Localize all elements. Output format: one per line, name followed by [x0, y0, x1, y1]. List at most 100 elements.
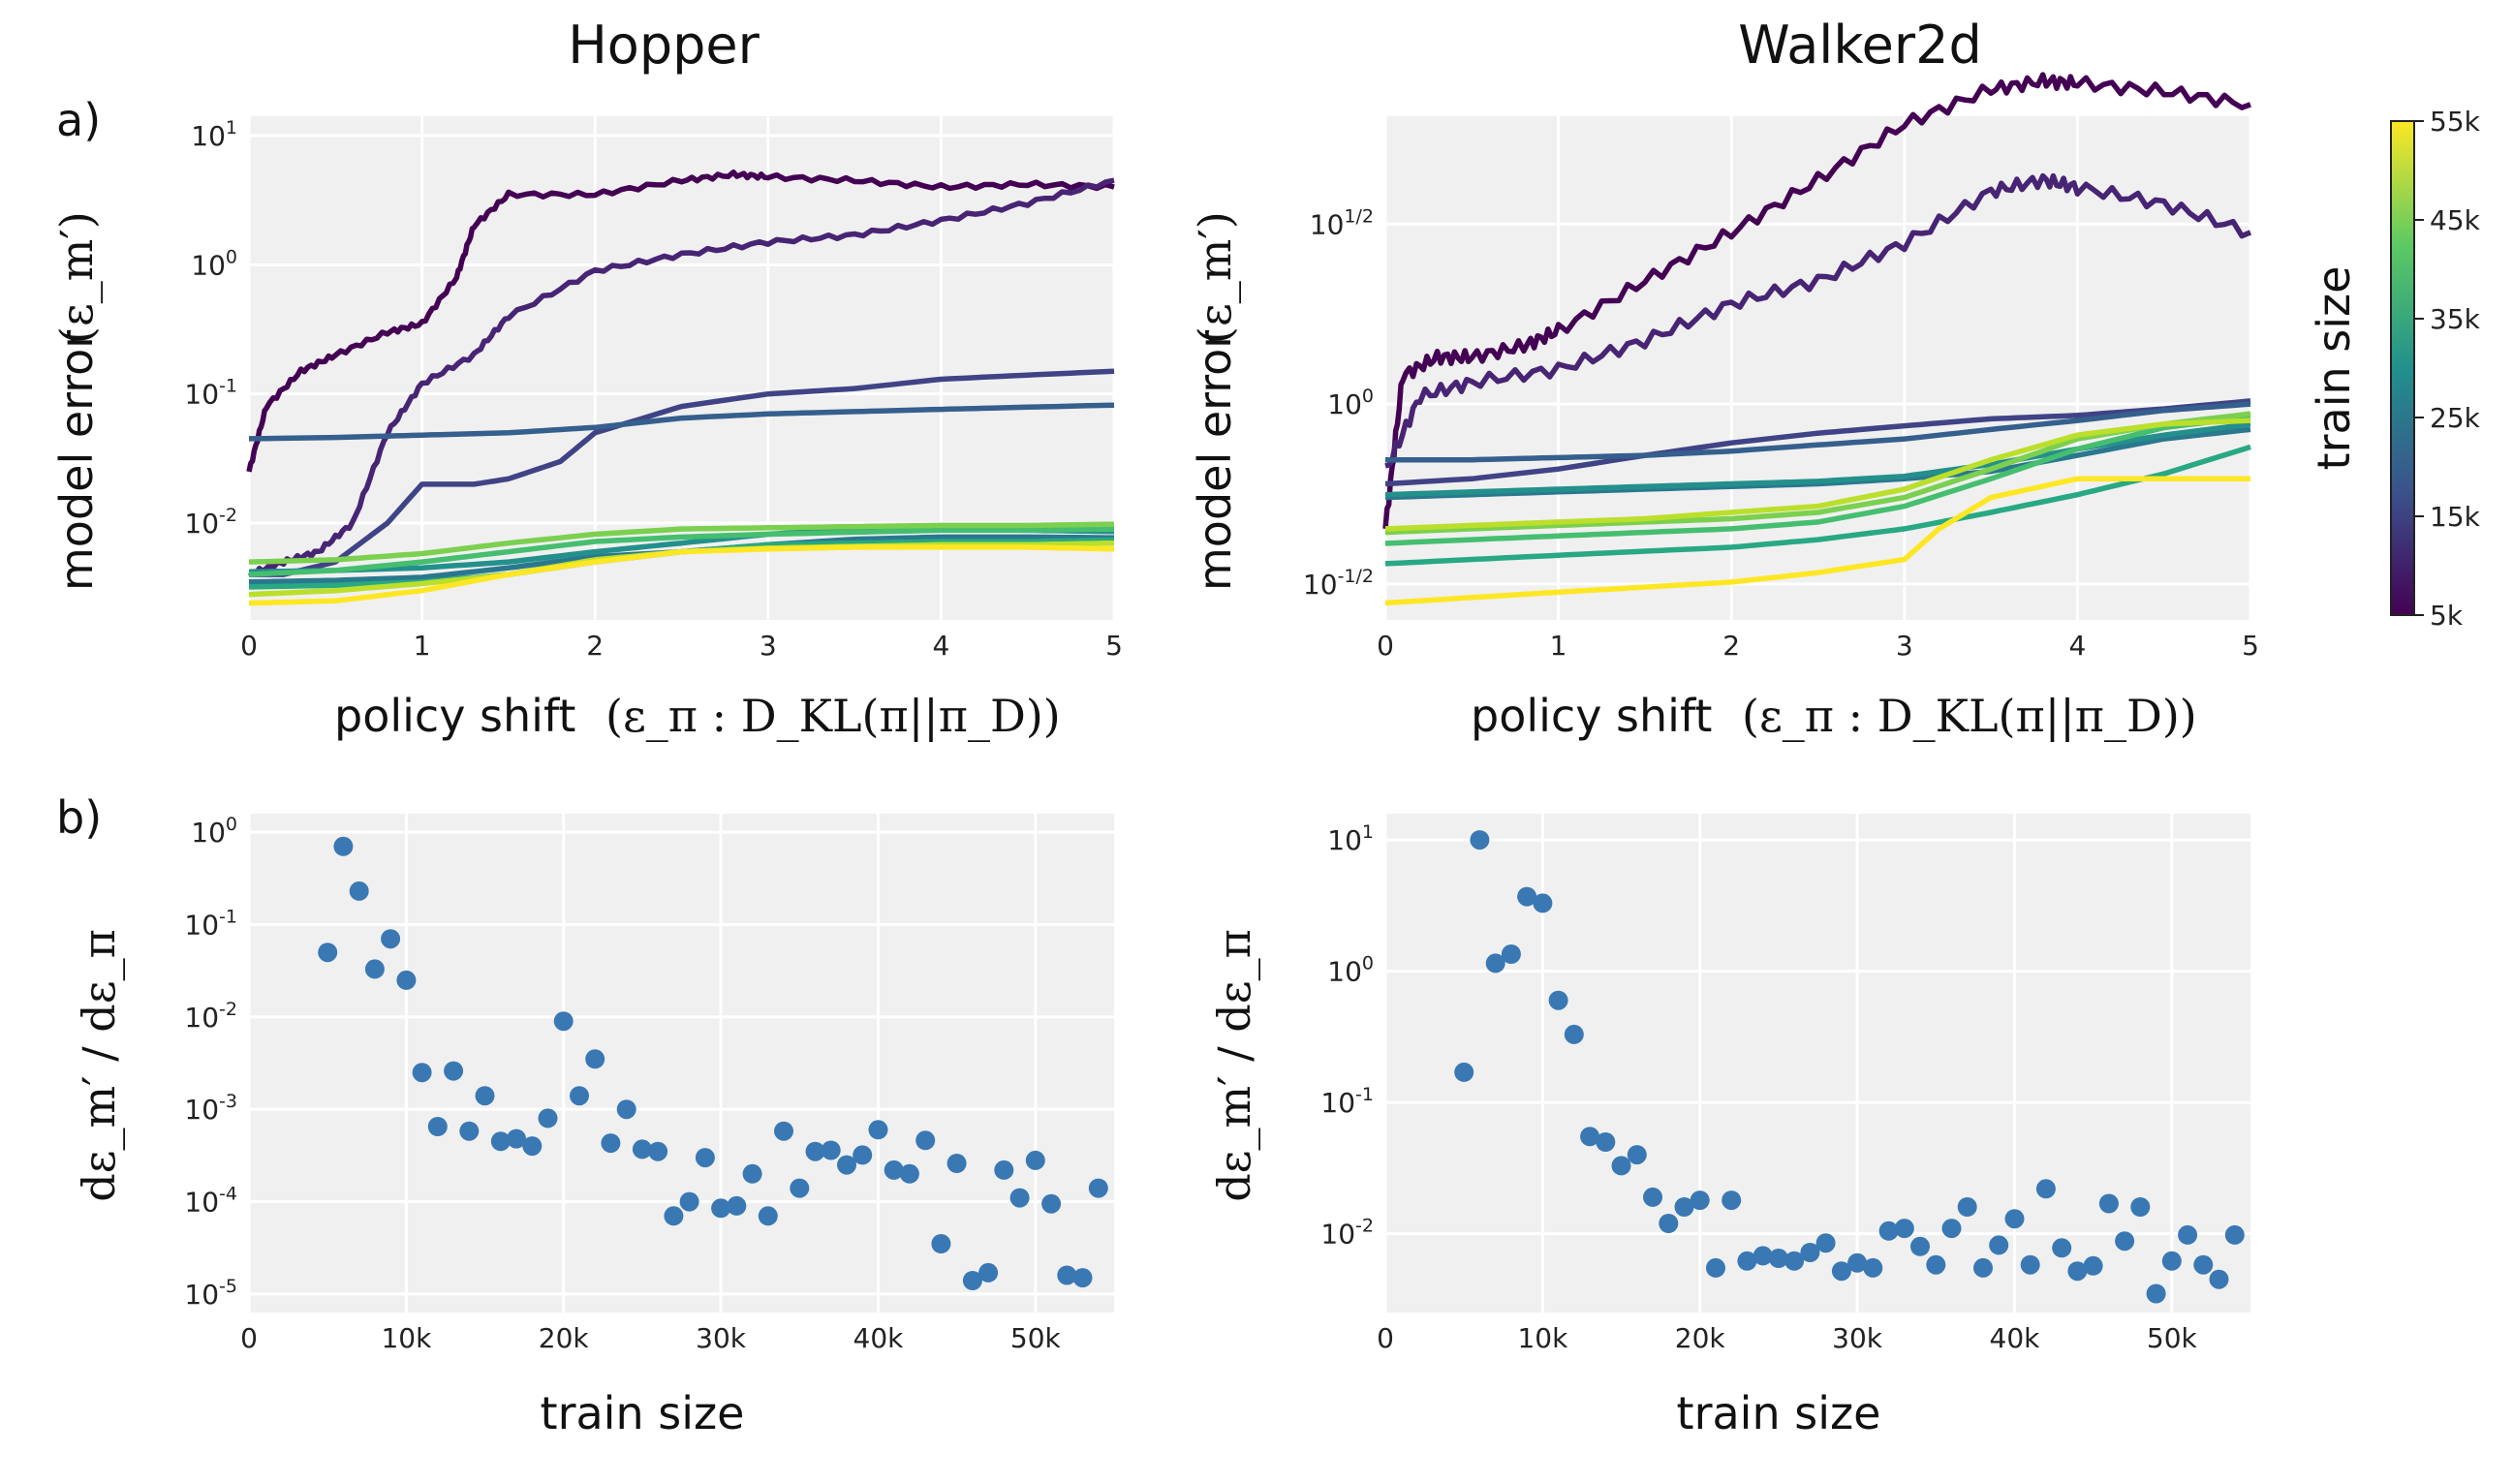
x-tick-label: 3 — [1896, 630, 1913, 662]
scatter-point — [1815, 1233, 1836, 1253]
hopper-b-xlabel: train size — [541, 1387, 745, 1439]
x-tick-label: 30k — [696, 1322, 747, 1354]
colorbar-tick-label: 15k — [2430, 501, 2481, 533]
colorbar-tick-label: 25k — [2430, 402, 2481, 434]
scatter-point — [1627, 1145, 1647, 1165]
scatter-point — [412, 1063, 432, 1083]
xlabel-text: policy shift — [1471, 690, 1712, 742]
y-tick-label: 10-1 — [184, 906, 237, 941]
scatter-point — [2083, 1255, 2103, 1276]
walker-gradient-scatter: 0 10k 20k 30k 40k 50k 101 100 10-1 10-2 — [1320, 814, 2250, 1354]
scatter-point — [1025, 1150, 1045, 1170]
scatter-point — [444, 1061, 464, 1081]
scatter-point — [1973, 1257, 1993, 1278]
y-tick-label: 10-4 — [184, 1184, 237, 1219]
scatter-point — [2178, 1224, 2198, 1245]
hopper-gradient-scatter: 0 10k 20k 30k 40k 50k 100 10-1 10-2 10-3 10-4 10-5 — [184, 814, 1114, 1354]
scatter-point — [1674, 1197, 1694, 1217]
scatter-point — [1957, 1197, 1977, 1217]
xlabel-math: (ε_π : D_KL(π||π_D)) — [605, 690, 1061, 742]
scatter-point — [364, 959, 385, 979]
scatter-point — [837, 1155, 856, 1175]
scatter-point — [1941, 1219, 1962, 1239]
series-line-10000 — [248, 177, 1115, 576]
scatter-point — [1768, 1249, 1788, 1268]
scatter-point — [1784, 1251, 1805, 1271]
y-tick-label: 10-3 — [184, 1091, 237, 1126]
x-tick-label: 0 — [1377, 630, 1394, 662]
series-line-45000 — [248, 521, 1115, 565]
x-tick-label: 0 — [1377, 1322, 1394, 1354]
scatter-point — [2209, 1269, 2229, 1289]
scatter-point — [946, 1154, 967, 1173]
scatter-point — [1894, 1219, 1914, 1239]
y-tick-label: 10-1 — [1320, 1084, 1374, 1119]
scatter-point — [427, 1117, 448, 1136]
xlabel-math: (ε_π : D_KL(π||π_D)) — [1742, 690, 2197, 742]
scatter-point — [381, 929, 401, 949]
scatter-point — [507, 1128, 526, 1149]
scatter-point — [1722, 1190, 1742, 1211]
scatter-point — [490, 1131, 511, 1152]
scatter-point — [1753, 1246, 1773, 1266]
scatter-point — [1548, 990, 1568, 1010]
x-tick-label: 50k — [1010, 1322, 1062, 1354]
x-tick-label: 5 — [2242, 630, 2259, 662]
scatter-point — [1989, 1235, 2009, 1255]
series-line-55000 — [248, 544, 1115, 606]
scatter-point — [1910, 1236, 1930, 1256]
scatter-point — [318, 943, 338, 963]
scatter-point — [1057, 1265, 1077, 1285]
x-tick-label: 2 — [1722, 630, 1740, 662]
y-tick-label: 10-2 — [184, 999, 237, 1034]
hopper-b-ylabel: dε_m′ / dε_π — [73, 929, 125, 1202]
scatter-point — [475, 1086, 495, 1106]
series-line-10000 — [1384, 172, 2252, 469]
x-tick-label: 40k — [1990, 1322, 2041, 1354]
scatter-point — [774, 1121, 793, 1141]
scatter-point — [1831, 1261, 1851, 1282]
xlabel-text: policy shift — [334, 690, 575, 742]
scatter-point — [1643, 1187, 1662, 1207]
y-tick-label: 101 — [1327, 821, 1374, 856]
y-tick-label: 101 — [191, 117, 237, 152]
scatter-point — [1088, 1178, 1108, 1198]
scatter-point — [1690, 1190, 1710, 1211]
x-tick-label: 5 — [1105, 630, 1123, 662]
scatter-point — [1611, 1156, 1631, 1176]
scatter-point — [868, 1120, 888, 1140]
scatter-point — [585, 1049, 605, 1069]
series-line-40000 — [248, 526, 1115, 577]
colorbar-tick-label: 35k — [2430, 303, 2481, 335]
ylabel-text: model error — [50, 330, 103, 591]
scatter-point — [2115, 1231, 2135, 1252]
scatter-point — [601, 1133, 621, 1154]
series-line-55000 — [1384, 476, 2250, 606]
series-line-20000 — [1385, 401, 2251, 463]
scatter-point — [1533, 893, 1553, 913]
x-tick-label: 50k — [2147, 1322, 2198, 1354]
scatter-point — [1863, 1257, 1883, 1278]
scatter-point — [553, 1011, 574, 1032]
scatter-point — [805, 1141, 825, 1161]
y-tick-label: 100 — [1327, 386, 1374, 420]
scatter-point — [648, 1141, 668, 1161]
colorbar-label: train size — [2308, 266, 2360, 471]
y-tick-label: 10-2 — [184, 505, 237, 540]
scatter-point — [459, 1121, 480, 1141]
hopper-a-ylabel: model error (ε_m′) — [50, 211, 103, 591]
scatter-point — [2193, 1254, 2214, 1275]
scatter-point — [679, 1191, 699, 1212]
row-label-a: a) — [56, 94, 101, 146]
scatter-point — [994, 1159, 1014, 1180]
scatter-point — [2067, 1261, 2088, 1282]
series-line-50000 — [1384, 417, 2251, 532]
series-line-15000 — [249, 368, 1115, 577]
scatter-point — [1485, 953, 1505, 974]
scatter-point — [396, 970, 417, 990]
y-tick-label: 100 — [191, 814, 237, 849]
x-tick-label: 4 — [932, 630, 949, 662]
y-tick-label: 10-5 — [184, 1276, 237, 1311]
scatter-point — [1501, 944, 1521, 964]
scatter-point — [1847, 1252, 1868, 1273]
